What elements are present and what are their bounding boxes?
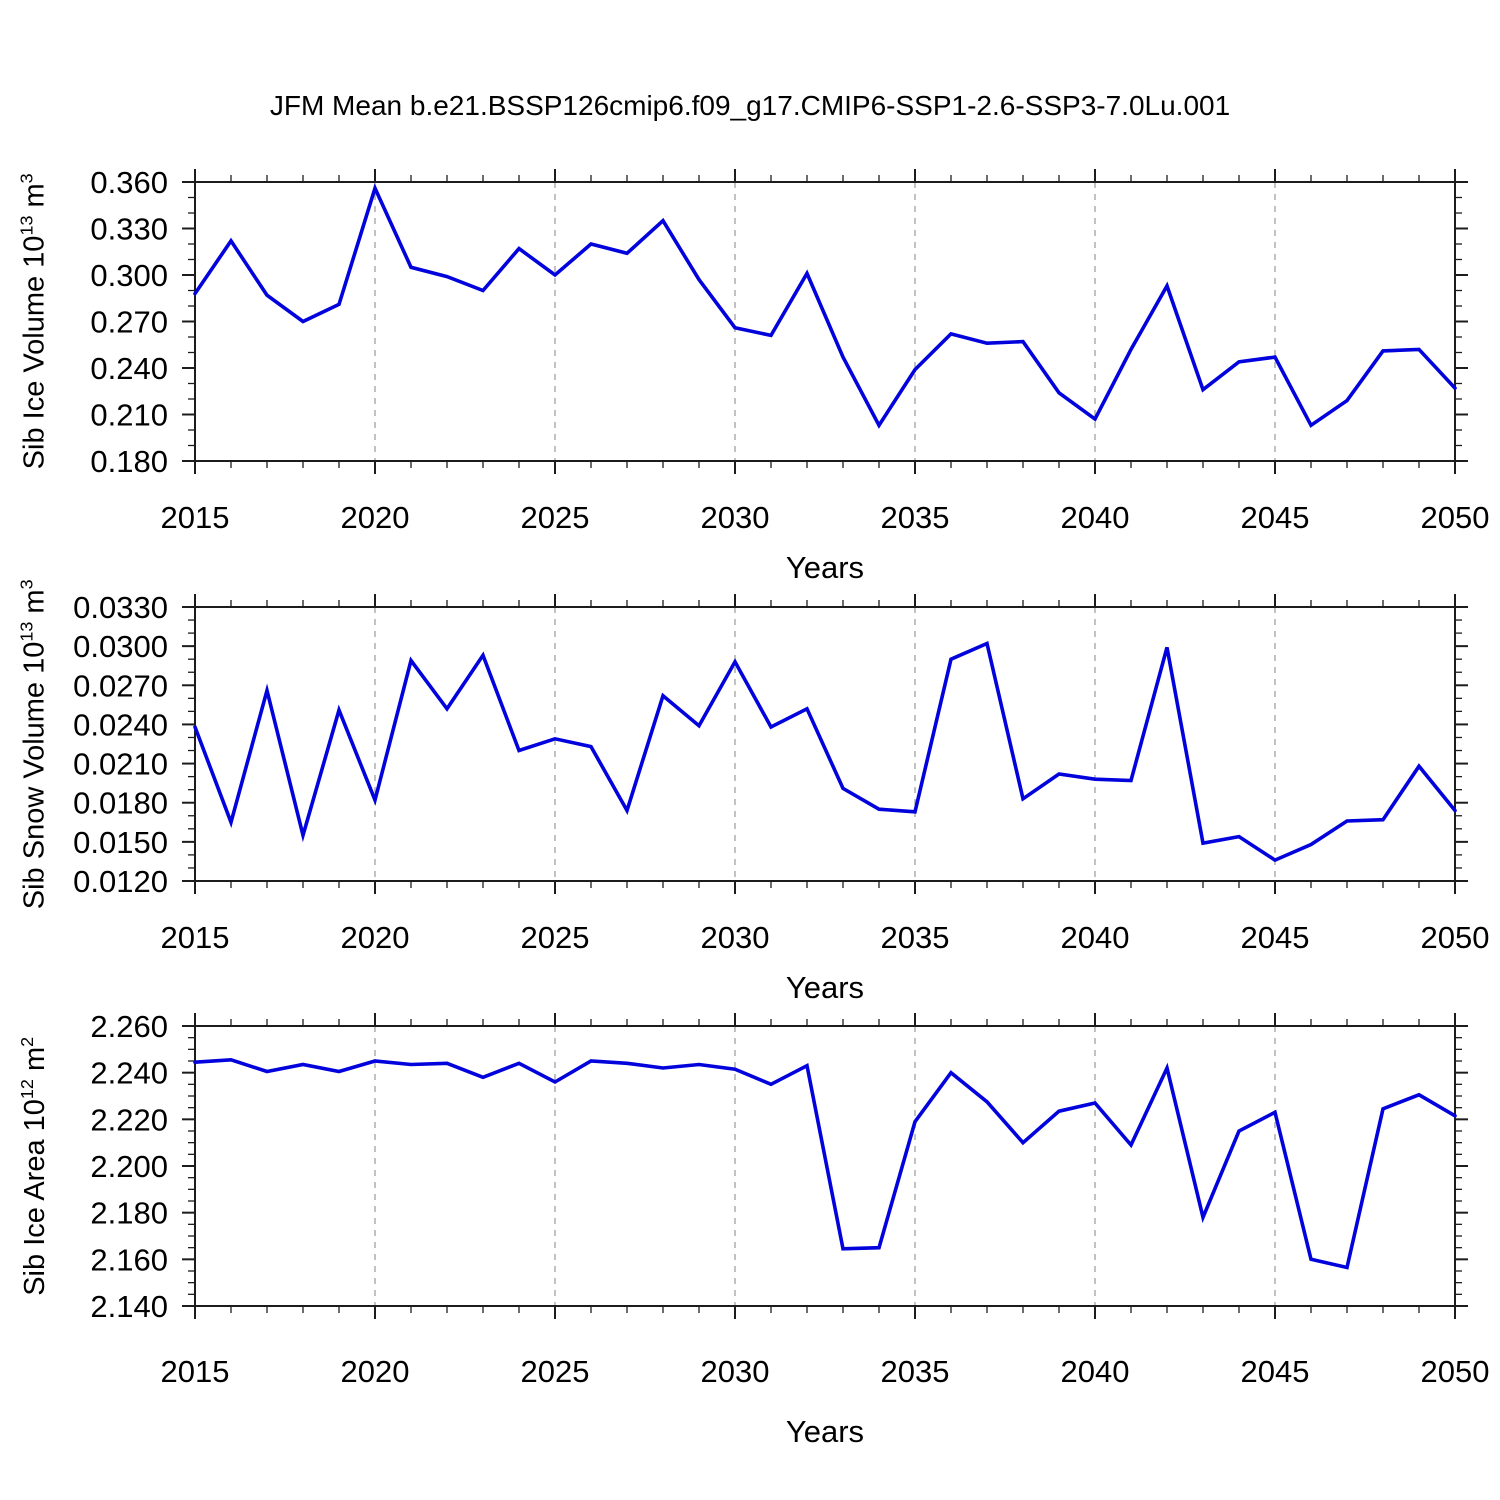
x-tick-label: 2030 [701, 1354, 770, 1389]
x-tick-label: 2035 [881, 920, 950, 955]
y-tick-label: 0.270 [90, 305, 168, 340]
y-tick-label: 0.0240 [73, 707, 168, 742]
x-tick-label: 2040 [1061, 1354, 1130, 1389]
snow-volume-x-axis-label: Years [785, 970, 865, 1005]
x-tick-label: 2040 [1061, 500, 1130, 535]
x-tick-label: 2025 [521, 500, 590, 535]
x-tick-label: 2015 [161, 500, 230, 535]
x-tick-label: 2020 [341, 920, 410, 955]
panel-sib-ice-volume: 2015 2020 2025 2030 2035 2040 2045 2050 0.180 0.2… [90, 165, 1489, 535]
ice-volume-x-axis-label: Years [785, 550, 865, 585]
x-tick-label: 2035 [881, 1354, 950, 1389]
plot-frame [194, 181, 1456, 462]
x-tick-label: 2050 [1421, 1354, 1490, 1389]
ice-area-x-axis-label: Years [785, 1414, 865, 1449]
y-tick-label: 2.200 [90, 1149, 168, 1184]
y-tick-label: 0.360 [90, 165, 168, 200]
x-tick-label: 2020 [341, 1354, 410, 1389]
plot-frame [194, 606, 1456, 882]
x-tick-label: 2045 [1241, 500, 1310, 535]
sib-snow-volume-series-line [193, 640, 1457, 863]
sib-ice-volume-series-line [193, 183, 1457, 429]
x-tick-label: 2025 [521, 920, 590, 955]
y-tick-label: 2.260 [90, 1009, 168, 1044]
y-tick-label: 0.0300 [73, 629, 168, 664]
x-tick-label: 2045 [1241, 1354, 1310, 1389]
sib-ice-area-series-line [193, 1057, 1457, 1270]
y-tick-label: 0.0120 [73, 864, 168, 899]
y-tick-label: 0.180 [90, 444, 168, 479]
y-tick-label: 0.0150 [73, 825, 168, 860]
y-tick-label: 0.0180 [73, 786, 168, 821]
x-tick-label: 2035 [881, 500, 950, 535]
y-tick-label: 2.220 [90, 1102, 168, 1137]
x-tick-label: 2050 [1421, 920, 1490, 955]
y-tick-label: 0.0270 [73, 668, 168, 703]
x-tick-label: 2045 [1241, 920, 1310, 955]
x-tick-label: 2030 [701, 500, 770, 535]
y-tick-label: 2.240 [90, 1056, 168, 1091]
x-tick-label: 2030 [701, 920, 770, 955]
y-tick-label: 2.180 [90, 1196, 168, 1231]
y-tick-label: 2.140 [90, 1289, 168, 1324]
x-tick-label: 2015 [161, 920, 230, 955]
x-tick-label: 2015 [161, 1354, 230, 1389]
x-tick-label: 2025 [521, 1354, 590, 1389]
x-tick-label: 2040 [1061, 920, 1130, 955]
panel-sib-ice-area: 2015 2020 2025 2030 2035 2040 2045 2050 2.140 2.1… [90, 1009, 1489, 1389]
y-tick-label: 0.300 [90, 258, 168, 293]
figure-title: JFM Mean b.e21.BSSP126cmip6.f09_g17.CMIP… [269, 90, 1231, 121]
y-tick-label: 0.0210 [73, 747, 168, 782]
y-tick-label: 0.0330 [73, 590, 168, 625]
x-tick-label: 2020 [341, 500, 410, 535]
panel-sib-snow-volume: 2015 2020 2025 2030 2035 2040 2045 2050 0.0120 0.… [73, 590, 1489, 955]
y-tick-label: 0.210 [90, 398, 168, 433]
y-tick-label: 2.160 [90, 1242, 168, 1277]
y-tick-label: 0.240 [90, 351, 168, 386]
y-tick-label: 0.330 [90, 212, 168, 247]
x-tick-label: 2050 [1421, 500, 1490, 535]
